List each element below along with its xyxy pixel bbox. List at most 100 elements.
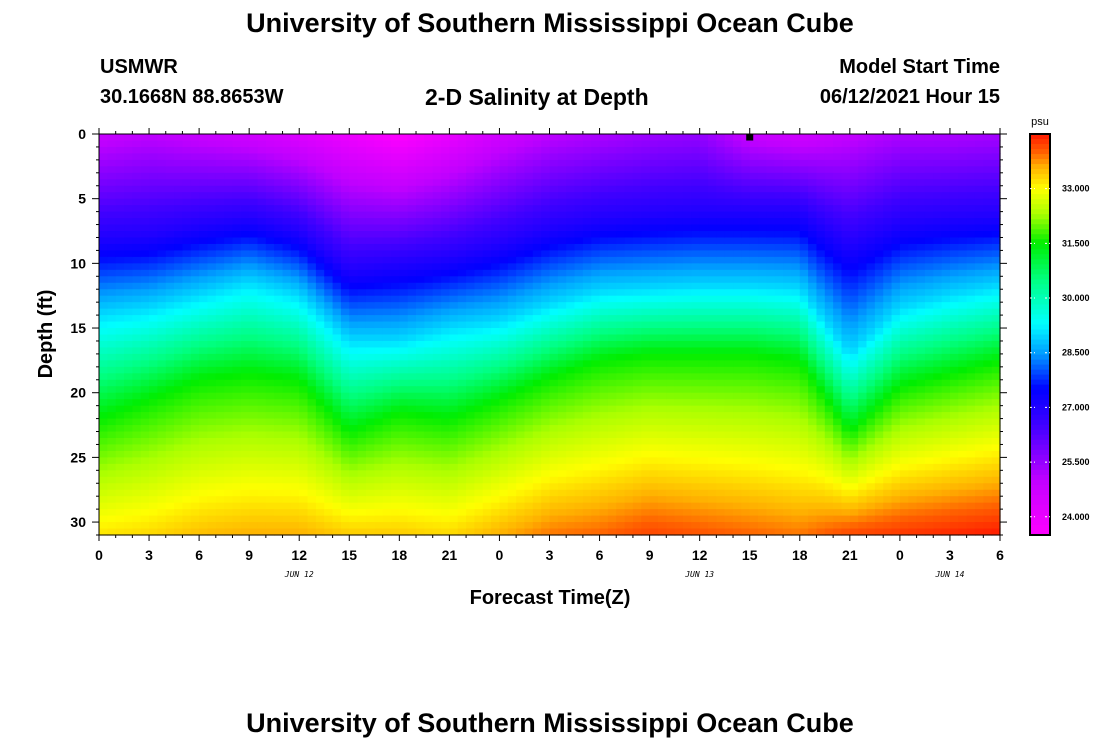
heatmap-cell [466, 496, 476, 504]
heatmap-cell [99, 308, 108, 316]
heatmap-cell [557, 302, 567, 310]
heatmap-cell [274, 134, 284, 142]
heatmap-cell [616, 315, 626, 323]
heatmap-cell [724, 470, 734, 478]
heatmap-cell [616, 185, 626, 193]
heatmap-cell [115, 237, 125, 245]
heatmap-cell [390, 276, 400, 284]
heatmap-cell [457, 237, 467, 245]
heatmap-cell [749, 263, 759, 271]
heatmap-cell [257, 522, 267, 530]
heatmap-cell [416, 489, 425, 497]
heatmap-cell [708, 470, 717, 478]
heatmap-cell [207, 412, 217, 420]
heatmap-cell [649, 159, 659, 167]
heatmap-cell [332, 463, 342, 471]
heatmap-cell [641, 425, 651, 433]
heatmap-cell [424, 444, 434, 452]
heatmap-cell [165, 425, 175, 433]
heatmap-cell [274, 502, 284, 510]
heatmap-cell [207, 457, 217, 465]
heatmap-cell [457, 502, 467, 510]
heatmap-cell [424, 321, 434, 329]
heatmap-cell [482, 418, 492, 426]
heatmap-cell [390, 515, 400, 523]
heatmap-cell [324, 463, 334, 471]
heatmap-cell [724, 412, 734, 420]
heatmap-cell [365, 328, 375, 336]
heatmap-cell [599, 450, 609, 458]
heatmap-cell [624, 211, 634, 219]
heatmap-cell [491, 224, 501, 232]
heatmap-cell [566, 218, 576, 226]
heatmap-cell [741, 308, 751, 316]
heatmap-cell [107, 315, 117, 323]
heatmap-cell [416, 373, 425, 381]
heatmap-cell [557, 418, 567, 426]
heatmap-cell [758, 373, 767, 381]
heatmap-cell [307, 289, 317, 297]
heatmap-cell [666, 502, 676, 510]
heatmap-cell [674, 134, 684, 142]
heatmap-cell [449, 509, 459, 517]
heatmap-cell [165, 308, 175, 316]
heatmap-cell [324, 437, 334, 446]
heatmap-cell [441, 315, 450, 323]
heatmap-cell [332, 425, 342, 433]
heatmap-cell [699, 496, 709, 504]
heatmap-cell [124, 166, 133, 174]
heatmap-cell [290, 437, 300, 446]
heatmap-cell [507, 431, 517, 439]
heatmap-cell [566, 224, 576, 232]
heatmap-cell [708, 218, 717, 226]
heatmap-cell [315, 334, 325, 342]
heatmap-cell [157, 386, 167, 394]
heatmap-cell [115, 470, 125, 478]
heatmap-cell [557, 289, 567, 297]
heatmap-cell [474, 347, 484, 355]
heatmap-cell [449, 353, 459, 361]
heatmap-cell [257, 399, 267, 407]
heatmap-cell [482, 450, 492, 458]
heatmap-cell [174, 470, 184, 478]
heatmap-cell [424, 431, 434, 439]
heatmap-cell [349, 431, 359, 439]
heatmap-cell [741, 405, 751, 413]
heatmap-cell [582, 418, 592, 426]
heatmap-cell [649, 437, 659, 446]
heatmap-cell [374, 315, 384, 323]
heatmap-cell [641, 386, 651, 394]
heatmap-cell [307, 444, 317, 452]
heatmap-cell [115, 146, 125, 155]
heatmap-cell [699, 450, 709, 458]
heatmap-cell [524, 340, 534, 349]
heatmap-cell [190, 360, 200, 368]
heatmap-cell [482, 353, 492, 361]
heatmap-cell [758, 231, 767, 239]
heatmap-cell [532, 237, 542, 245]
heatmap-cell [499, 463, 509, 471]
heatmap-cell [374, 140, 384, 148]
heatmap-cell [657, 231, 667, 239]
heatmap-cell [482, 502, 492, 510]
heatmap-cell [240, 282, 250, 290]
heatmap-cell [516, 463, 526, 471]
heatmap-cell [240, 366, 250, 374]
heatmap-cell [382, 237, 392, 245]
heatmap-cell [416, 437, 425, 446]
heatmap-cell [324, 269, 334, 277]
heatmap-cell [724, 431, 734, 439]
heatmap-cell [466, 308, 476, 316]
heatmap-cell [399, 470, 409, 478]
heatmap-cell [657, 211, 667, 219]
heatmap-cell [649, 315, 659, 323]
heatmap-cell [724, 528, 734, 536]
heatmap-cell [340, 366, 350, 374]
heatmap-cell [290, 412, 300, 420]
heatmap-cell [182, 431, 192, 439]
heatmap-cell [265, 450, 275, 458]
heatmap-cell [666, 269, 676, 277]
heatmap-cell [474, 315, 484, 323]
heatmap-cell [541, 353, 551, 361]
heatmap-cell [441, 256, 450, 264]
